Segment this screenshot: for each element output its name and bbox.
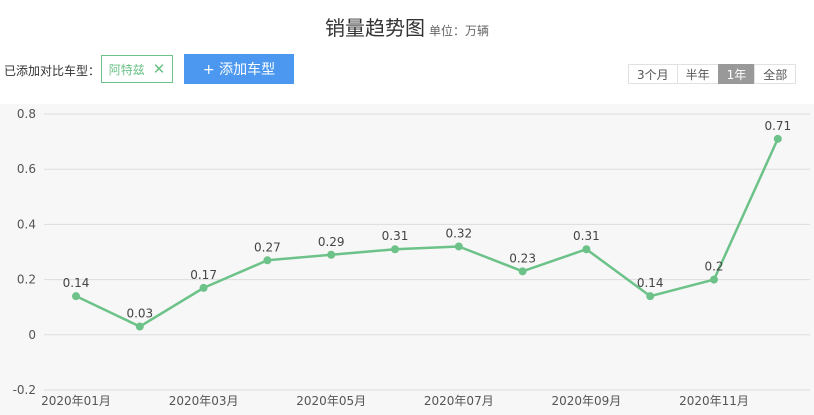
data-point: [135, 322, 144, 331]
range-tab-all[interactable]: 全部: [754, 64, 797, 84]
y-tick-label: 0.6: [17, 162, 36, 176]
page-title: 销量趋势图: [324, 16, 425, 40]
data-label: 0.31: [382, 229, 409, 243]
x-tick-label: 2020年07月: [424, 394, 494, 408]
y-tick-label: 0.4: [17, 217, 36, 231]
data-point: [327, 250, 336, 259]
data-label: 0.14: [63, 276, 90, 290]
data-point: [263, 256, 272, 265]
data-label: 0.27: [254, 240, 281, 254]
data-label: 0.03: [126, 307, 153, 321]
data-label: 0.2: [704, 260, 723, 274]
unit-label: 单位：万辆: [428, 24, 489, 38]
data-point: [518, 267, 527, 276]
y-tick-label: 0.2: [17, 273, 36, 287]
y-tick-label: 0: [28, 328, 36, 342]
data-point: [773, 134, 782, 143]
data-label: 0.29: [318, 235, 345, 249]
range-tab-1-year[interactable]: 1年: [717, 64, 756, 84]
range-tab-half-year[interactable]: 半年: [676, 64, 719, 84]
x-tick-label: 2020年05月: [296, 394, 366, 408]
add-model-button[interactable]: + 添加车型: [184, 54, 294, 84]
y-tick-label: -0.2: [13, 383, 36, 397]
range-tab-3-months[interactable]: 3个月: [628, 64, 678, 84]
x-tick-label: 2020年03月: [169, 394, 239, 408]
data-label: 0.17: [190, 268, 217, 282]
data-point: [710, 275, 718, 284]
data-label: 0.71: [764, 119, 791, 133]
data-point: [646, 292, 655, 301]
data-point: [199, 283, 208, 292]
data-point: [582, 245, 591, 254]
data-label: 0.23: [509, 251, 536, 265]
x-tick-label: 2020年11月: [679, 394, 749, 408]
data-point: [454, 242, 463, 251]
sales-trend-chart: -0.2 0 0.2 0.4 0.6 0.8 2020年01月 2020年03月 2020年05…: [13, 107, 810, 408]
compare-chip-label: 阿特兹: [108, 62, 145, 77]
x-tick-label: 2020年01月: [41, 394, 111, 408]
time-range-selector: 3个月 半年 1年 全部: [628, 64, 797, 84]
data-point: [391, 245, 399, 254]
close-icon[interactable]: ✕: [152, 59, 166, 78]
series-line: [74, 137, 780, 328]
data-label: 0.32: [445, 226, 472, 240]
data-point: [72, 292, 80, 301]
data-label: 0.31: [573, 229, 600, 243]
chart-header: 销量趋势图 单位：万辆: [0, 12, 814, 41]
y-tick-label: 0.8: [17, 107, 36, 121]
chart-panel: [0, 104, 814, 415]
compare-chip[interactable]: 阿特兹 ✕: [101, 55, 173, 83]
data-label: 0.14: [637, 276, 664, 290]
compare-label: 已添加对比车型：: [4, 64, 101, 78]
x-tick-label: 2020年09月: [551, 394, 621, 408]
